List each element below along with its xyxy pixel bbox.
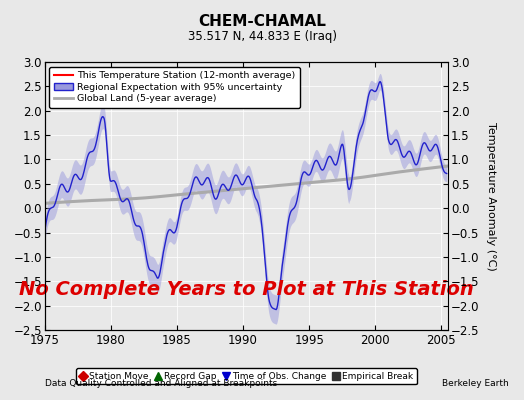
- Text: No Complete Years to Plot at This Station: No Complete Years to Plot at This Statio…: [19, 280, 474, 299]
- Y-axis label: Temperature Anomaly (°C): Temperature Anomaly (°C): [486, 122, 496, 270]
- Text: 35.517 N, 44.833 E (Iraq): 35.517 N, 44.833 E (Iraq): [188, 30, 336, 43]
- Text: Berkeley Earth: Berkeley Earth: [442, 379, 508, 388]
- Text: CHEM-CHAMAL: CHEM-CHAMAL: [198, 14, 326, 29]
- Text: Data Quality Controlled and Aligned at Breakpoints: Data Quality Controlled and Aligned at B…: [45, 379, 277, 388]
- Legend: Station Move, Record Gap, Time of Obs. Change, Empirical Break: Station Move, Record Gap, Time of Obs. C…: [76, 368, 417, 384]
